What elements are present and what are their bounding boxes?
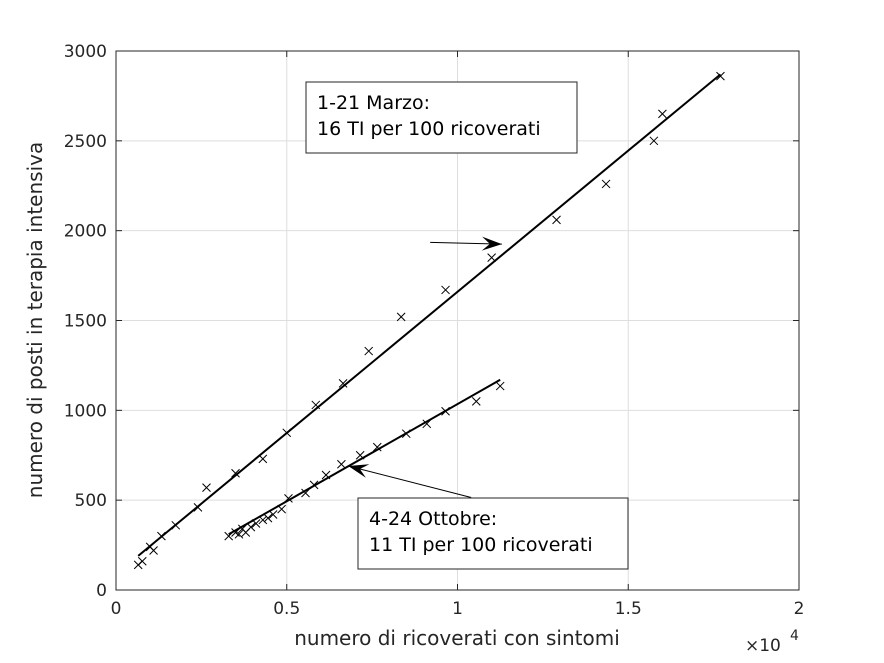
- annotation-arrowhead-1: [481, 236, 502, 251]
- data-point-series-2: [372, 442, 382, 452]
- grid: [116, 51, 799, 590]
- data-point-series-2: [321, 470, 331, 480]
- data-point-series-2: [355, 450, 365, 460]
- y-tick-label: 1000: [64, 401, 107, 421]
- data-point-series-1: [338, 379, 348, 388]
- y-tick-label: 3000: [64, 42, 107, 62]
- x-tick-label: 0: [111, 599, 122, 619]
- data-point-series-1: [149, 546, 158, 555]
- data-point-series-2: [284, 494, 293, 503]
- data-point-series-1: [231, 468, 240, 478]
- data-point-series-2: [277, 504, 286, 514]
- fit-line-1: [137, 73, 722, 557]
- annotations: 1-21 Marzo: 16 TI per 100 ricoverati 4-24 …: [305, 81, 629, 570]
- annotation-text-1: 16 TI per 100 ricoverati: [317, 118, 541, 140]
- data-point-series-1: [202, 483, 211, 492]
- x-exponent: ×10 4: [745, 628, 799, 656]
- data-point-series-1: [258, 454, 268, 464]
- data-point-series-2: [246, 522, 256, 532]
- y-tick-label: 1500: [64, 312, 107, 332]
- data-point-series-1: [311, 400, 321, 410]
- data-point-series-2: [234, 529, 244, 539]
- y-tick-label: 2500: [64, 132, 107, 152]
- x-tick-label: 1: [452, 599, 463, 619]
- data-point-series-2: [268, 510, 278, 519]
- annotation-text-1: 1-21 Marzo:: [317, 92, 430, 114]
- data-point-series-2: [471, 396, 481, 406]
- data-point-series-1: [487, 253, 497, 262]
- data-point-series-1: [396, 312, 406, 322]
- data-point-series-2: [337, 459, 346, 469]
- ticks: 0 0.5 1 1.5 2 0 500 1000 1500 2000 2500 3000: [64, 42, 805, 619]
- y-tick-label: 500: [75, 491, 107, 511]
- data-point-series-2: [251, 519, 261, 528]
- data-point-series-1: [364, 346, 374, 356]
- data-point-series-1: [282, 428, 292, 438]
- annotation-arrowhead-2: [348, 464, 370, 478]
- x-tick-label: 2: [794, 599, 805, 619]
- y-tick-label: 0: [96, 581, 107, 601]
- data-point-series-1: [171, 520, 181, 530]
- fit-lines: [137, 73, 722, 557]
- x-axis-label: numero di ricoverati con sintomi: [294, 626, 620, 650]
- y-axis-label: numero di posti in terapia intensiva: [23, 142, 47, 498]
- x-exponent-power: 4: [790, 628, 799, 644]
- data-point-series-2: [263, 513, 273, 523]
- data-point-series-1: [157, 531, 166, 541]
- data-point-series-2: [401, 429, 411, 439]
- data-point-series-1: [441, 285, 450, 295]
- data-point-series-1: [552, 215, 561, 225]
- x-tick-label: 0.5: [273, 599, 300, 619]
- data-point-series-2: [301, 488, 310, 498]
- annotation-box-1: [305, 81, 578, 154]
- data-point-series-1: [716, 71, 725, 81]
- annotation-arrow-2: [348, 465, 472, 498]
- data-points: [133, 71, 725, 570]
- data-point-series-1: [649, 136, 659, 146]
- data-point-series-2: [258, 515, 268, 525]
- x-tick-label: 1.5: [615, 599, 642, 619]
- annotation-text-2: 4-24 Ottobre:: [369, 508, 497, 530]
- data-point-series-1: [658, 109, 667, 119]
- data-point-series-1: [193, 502, 203, 512]
- fit-line-2: [228, 378, 501, 536]
- data-point-series-1: [601, 179, 611, 189]
- y-tick-label: 2000: [64, 222, 107, 242]
- data-point-series-2: [495, 381, 505, 391]
- data-point-series-1: [137, 556, 147, 566]
- annotation-box-2: [357, 497, 629, 570]
- data-point-series-2: [441, 406, 450, 416]
- data-point-series-2: [224, 531, 234, 541]
- data-point-series-2: [309, 480, 319, 490]
- annotation-text-2: 11 TI per 100 ricoverati: [369, 534, 593, 556]
- x-exponent-base: ×10: [745, 636, 781, 656]
- data-point-series-2: [422, 419, 432, 429]
